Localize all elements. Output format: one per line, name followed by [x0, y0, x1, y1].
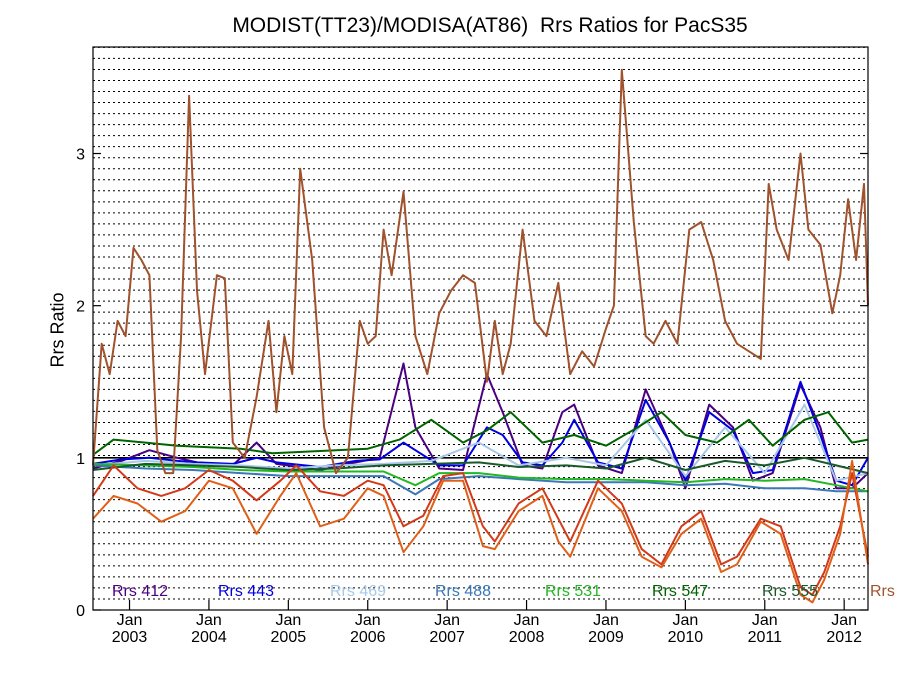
tick-label-layer: 0123Jan2003Jan2004Jan2005Jan2006Jan2007J… — [76, 147, 862, 646]
series-line-4 — [92, 462, 869, 493]
series-line-8 — [92, 464, 869, 596]
series-line-5 — [92, 411, 869, 456]
x-tick-label-month: Jan — [196, 612, 222, 629]
x-tick-label-month: Jan — [117, 612, 143, 629]
series-line-6 — [92, 456, 869, 475]
x-tick-label-year: 2010 — [668, 629, 704, 646]
legend-entry: Rrs — [870, 583, 895, 600]
x-tick-label-month: Jan — [752, 612, 778, 629]
chart-title: MODIST(TT23)/MODISA(AT86) Rrs Ratios for… — [232, 14, 748, 37]
legend-entry: Rrs 412 — [112, 583, 168, 600]
series-layer — [92, 68, 869, 604]
x-tick-label-month: Jan — [672, 612, 698, 629]
x-tick-label-month: Jan — [593, 612, 619, 629]
legend-layer: Rrs 412 Rrs 443 Rrs 469 Rrs 488 Rrs 531 Rrs 5… — [112, 583, 895, 600]
x-tick-label-year: 2004 — [191, 629, 227, 646]
legend-entry: Rrs 555 — [762, 583, 818, 600]
y-tick-label: 0 — [76, 603, 85, 620]
x-tick-label-year: 2011 — [748, 629, 783, 646]
y-tick-label: 1 — [76, 451, 85, 468]
x-tick-label-month: Jan — [275, 612, 301, 629]
x-tick-label-year: 2003 — [112, 629, 148, 646]
legend-entry: Rrs 531 — [545, 583, 601, 600]
x-tick-label-year: 2009 — [588, 629, 624, 646]
x-tick-label-year: 2008 — [509, 629, 545, 646]
x-tick-label-year: 2005 — [271, 629, 307, 646]
x-tick-label-year: 2007 — [429, 629, 465, 646]
plot-frame — [92, 46, 869, 611]
series-line-3 — [92, 464, 868, 496]
x-tick-label-month: Jan — [514, 612, 540, 629]
legend-entry: Rrs 488 — [435, 583, 491, 600]
x-tick-label-month: Jan — [831, 612, 857, 629]
x-tick-label-year: 2006 — [350, 629, 386, 646]
series-line-2 — [92, 403, 869, 482]
x-tick-label-month: Jan — [355, 612, 381, 629]
series-line-9 — [92, 459, 869, 604]
y-tick-label: 3 — [76, 147, 85, 164]
legend-entry: Rrs 443 — [218, 583, 274, 600]
x-tick-label-year: 2012 — [826, 629, 862, 646]
series-line-7 — [92, 68, 869, 475]
legend-entry: Rrs 547 — [652, 583, 708, 600]
axes-layer — [92, 46, 869, 611]
y-tick-label: 2 — [76, 299, 85, 316]
legend-entry: Rrs 469 — [330, 583, 386, 600]
x-tick-label-month: Jan — [434, 612, 460, 629]
series-line-1 — [92, 380, 869, 487]
